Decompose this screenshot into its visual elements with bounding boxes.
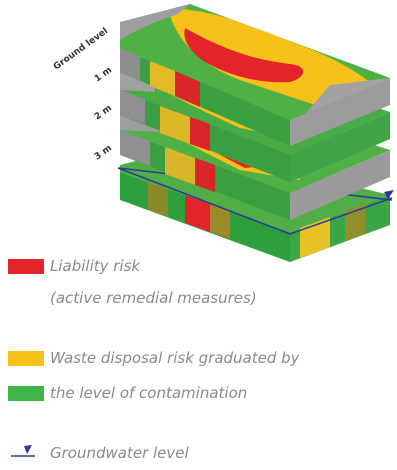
- layer-1m-side: [290, 112, 390, 182]
- band-red: [185, 195, 210, 232]
- groundwater-front-line: [117, 167, 393, 235]
- depth-label-2m: 2 m: [93, 103, 114, 122]
- groundwater-marker: [384, 190, 394, 199]
- liability-sublabel: (active remedial measures): [50, 289, 257, 307]
- band-olive-1: [148, 182, 168, 217]
- waste-swatch-yellow: [8, 351, 44, 366]
- waste-swatch-green: [8, 386, 44, 401]
- depth-label-ground: Ground level: [52, 26, 110, 72]
- depth-label-3m: 3 m: [93, 143, 114, 162]
- groundwater-icon: [11, 445, 35, 457]
- liability-label: Liability risk: [50, 257, 141, 275]
- band-olive-2: [210, 204, 230, 239]
- depth-label-1m: 1 m: [93, 65, 114, 84]
- waste-sublabel: the level of contamination: [50, 384, 248, 402]
- liability-swatch: [8, 259, 44, 274]
- waste-label: Waste disposal risk graduated by: [50, 349, 300, 367]
- contamination-layers-diagram: Ground level 1 m 2 m 3 m: [52, 4, 394, 262]
- layer-2m-side: [290, 150, 390, 220]
- layer-ground-side: [290, 78, 390, 146]
- groundwater-label: Groundwater level: [50, 444, 189, 462]
- layer-ground: [120, 4, 390, 146]
